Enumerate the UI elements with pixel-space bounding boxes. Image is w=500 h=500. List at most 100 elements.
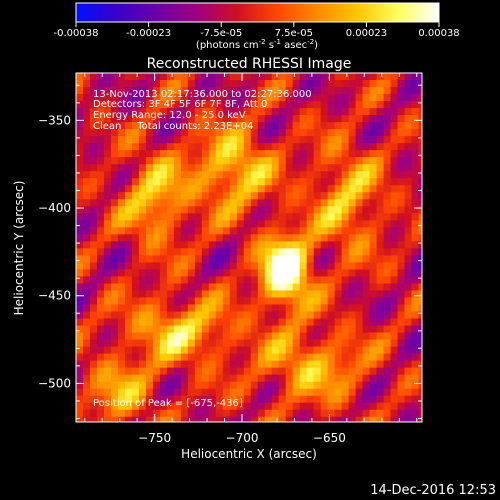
heatmap-cell (334, 129, 343, 137)
heatmap-cell (418, 164, 422, 172)
heatmap-cell (117, 122, 126, 130)
heatmap-cell (166, 80, 175, 88)
heatmap-cell (404, 171, 413, 179)
heatmap-cell (341, 157, 350, 165)
heatmap-cell (376, 353, 385, 362)
heatmap-cell (187, 206, 196, 214)
heatmap-cell (201, 108, 210, 116)
heatmap-cell (103, 108, 112, 116)
heatmap-cell (278, 73, 287, 81)
heatmap-cell (376, 171, 385, 179)
heatmap-cell (89, 80, 98, 88)
heatmap-cell (187, 115, 196, 123)
heatmap-cell (124, 213, 133, 221)
heatmap-cell (145, 129, 154, 137)
heatmap-cell (236, 150, 245, 158)
heatmap-cell (285, 388, 294, 397)
heatmap-cell (194, 150, 203, 158)
heatmap-cell (320, 94, 329, 102)
heatmap-cell (229, 367, 238, 376)
heatmap-cell (306, 416, 315, 422)
heatmap-cell (208, 325, 217, 334)
heatmap-cell (390, 241, 399, 249)
heatmap-cell (355, 101, 364, 109)
heatmap-cell (243, 241, 252, 249)
heatmap-cell (404, 164, 413, 172)
heatmap-cell (257, 220, 266, 228)
heatmap-cell (250, 346, 259, 355)
heatmap-cell (152, 94, 161, 102)
heatmap-cell (201, 395, 210, 404)
heatmap-cell (243, 262, 252, 271)
heatmap-cell (334, 318, 343, 327)
heatmap-cell (348, 73, 357, 81)
heatmap-cell (222, 178, 231, 186)
heatmap-cell (411, 206, 420, 214)
heatmap-cell (390, 283, 399, 292)
heatmap-cell (355, 164, 364, 172)
heatmap-cell (103, 73, 112, 81)
heatmap-cell (243, 395, 252, 404)
heatmap-cell (327, 353, 336, 362)
heatmap-cell (306, 304, 315, 313)
heatmap-cell (243, 269, 252, 278)
heatmap-cell (369, 283, 378, 292)
heatmap-cell (404, 262, 413, 271)
heatmap-cell (152, 276, 161, 285)
heatmap-cell (180, 80, 189, 88)
heatmap-cell (243, 101, 252, 109)
heatmap-cell (76, 150, 84, 158)
heatmap-cell (257, 143, 266, 151)
heatmap-cell (250, 269, 259, 278)
heatmap-cell (243, 374, 252, 383)
heatmap-cell (306, 297, 315, 306)
heatmap-cell (138, 339, 147, 348)
heatmap-cell (138, 248, 147, 256)
heatmap-cell (236, 276, 245, 285)
heatmap-cell (313, 213, 322, 221)
heatmap-cell (82, 129, 91, 137)
heatmap-cell (285, 276, 294, 285)
heatmap-cell (243, 402, 252, 411)
heatmap-cell (292, 143, 301, 151)
heatmap-cell (96, 87, 105, 95)
heatmap-cell (103, 318, 112, 327)
heatmap-cell (166, 178, 175, 186)
heatmap-cell (334, 409, 343, 418)
heatmap-cell (180, 269, 189, 278)
heatmap-cell (110, 395, 119, 404)
heatmap-cell (369, 73, 378, 81)
heatmap-cell (222, 150, 231, 158)
heatmap-cell (369, 409, 378, 418)
heatmap-cell (271, 108, 280, 116)
heatmap-cell (341, 94, 350, 102)
heatmap-cell (236, 101, 245, 109)
heatmap-cell (76, 409, 84, 418)
heatmap-cell (411, 227, 420, 235)
heatmap-cell (117, 304, 126, 313)
heatmap-cell (278, 325, 287, 334)
heatmap-cell (89, 73, 98, 81)
heatmap-cell (215, 150, 224, 158)
heatmap-cell (89, 318, 98, 327)
heatmap-cell (138, 108, 147, 116)
heatmap-cell (292, 318, 301, 327)
heatmap-cell (138, 304, 147, 313)
heatmap-cell (334, 171, 343, 179)
heatmap-cell (327, 395, 336, 404)
heatmap-cell (313, 192, 322, 200)
heatmap-cell (96, 248, 105, 256)
heatmap-cell (243, 129, 252, 137)
heatmap-cell (96, 353, 105, 362)
heatmap-cell (376, 101, 385, 109)
heatmap-cell (152, 143, 161, 151)
heatmap-cell (187, 290, 196, 299)
heatmap-cell (187, 388, 196, 397)
heatmap-cell (180, 157, 189, 165)
heatmap-cell (229, 269, 238, 278)
heatmap-cell (376, 283, 385, 292)
heatmap-cell (236, 353, 245, 362)
heatmap-cell (341, 178, 350, 186)
heatmap-cell (313, 290, 322, 299)
heatmap-cell (327, 129, 336, 137)
